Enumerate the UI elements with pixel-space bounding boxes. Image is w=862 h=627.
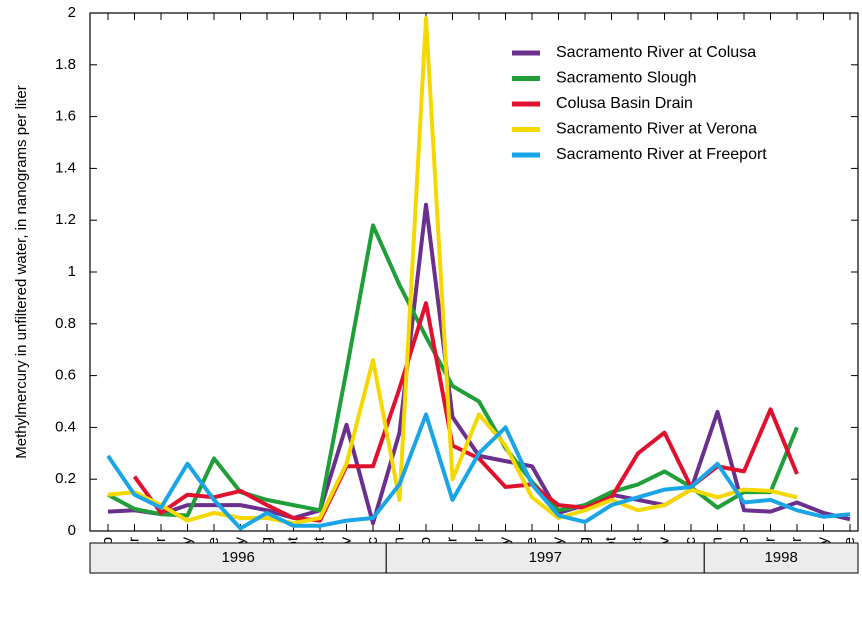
series-line <box>106 412 851 531</box>
y-tick-label: 1.2 <box>55 211 76 228</box>
y-axis-label: Methylmercury in unfiltered water, in na… <box>13 85 30 459</box>
y-tick-label: 0.8 <box>55 315 76 332</box>
year-band <box>385 542 705 574</box>
series-line <box>107 223 799 518</box>
series-line <box>132 301 799 523</box>
year-label: 1997 <box>529 549 562 566</box>
y-tick-label: 0.6 <box>55 367 76 384</box>
y-tick-label: 1.8 <box>55 56 76 73</box>
y-tick-label: 0.4 <box>55 418 76 435</box>
legend-label: Sacramento River at Freeport <box>556 146 767 163</box>
y-tick-label: 2 <box>68 4 76 21</box>
legend-label: Sacramento River at Colusa <box>556 44 756 61</box>
y-tick-label: 1 <box>68 263 76 280</box>
legend-label: Colusa Basin Drain <box>556 95 693 112</box>
series-line <box>107 16 798 526</box>
year-label: 1996 <box>221 549 254 566</box>
y-tick-label: 1.4 <box>55 159 76 176</box>
y-tick-label: 0.2 <box>55 470 76 487</box>
legend-label: Sacramento Slough <box>556 70 697 87</box>
series-line <box>107 202 851 526</box>
year-band <box>89 542 387 574</box>
legend-label: Sacramento River at Verona <box>556 121 757 138</box>
plot-frame <box>89 12 859 532</box>
y-tick-label: 0 <box>68 522 76 539</box>
y-tick-label: 1.6 <box>55 108 76 125</box>
year-band <box>703 542 859 574</box>
year-label: 1998 <box>764 549 797 566</box>
